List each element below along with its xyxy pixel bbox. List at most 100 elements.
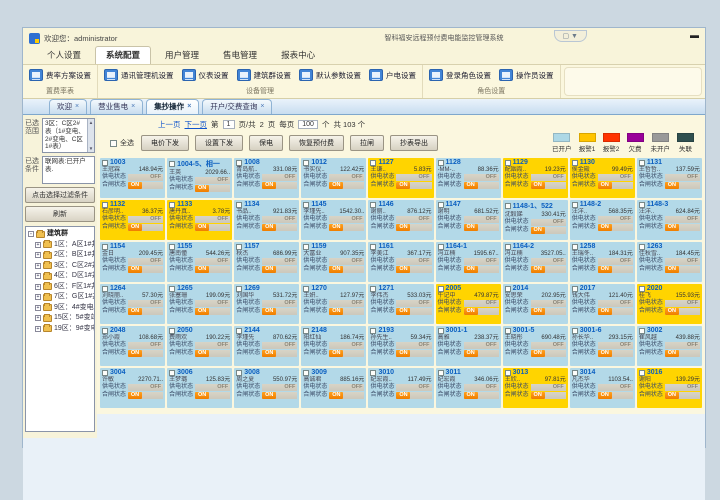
expand-icon[interactable]: + [35, 241, 41, 248]
meter-card[interactable]: 1271 李伟杰 533.03元 供电状态 OFF [368, 284, 434, 324]
meter-card[interactable]: 2193 孙先生.. 59.34元 供电状态 OFF [368, 326, 434, 366]
card-checkbox[interactable] [102, 369, 108, 376]
card-checkbox[interactable] [236, 369, 243, 376]
card-checkbox[interactable] [303, 201, 310, 208]
menu-tab[interactable]: 售电管理 [223, 50, 258, 60]
meter-card[interactable]: 1164-1 冯立楠 1595.67.. 供电状态 OFF [435, 242, 501, 282]
window-style-switcher[interactable]: ▢ ▼ [553, 30, 587, 42]
card-checkbox[interactable] [437, 369, 444, 376]
card-checkbox[interactable] [370, 201, 377, 208]
toolbar-button[interactable]: 抄表导出 [390, 135, 438, 151]
meter-card[interactable]: 1012 书实仪.. 122.42元 供电状态 OFF [301, 158, 367, 198]
card-checkbox[interactable] [102, 243, 108, 250]
card-checkbox[interactable] [236, 159, 243, 166]
meter-card[interactable]: 1263 佳秋雪.. 184.45元 供电状态 OFF [636, 242, 702, 282]
tree-item[interactable]: + 2区：B区1#井/B区1 [35, 250, 94, 259]
meter-card[interactable]: 1148-2 汪洋.. 568.35元 供电状态 OFF [569, 200, 635, 240]
selected-condition-listbox[interactable]: 联网表:已开户表. [42, 156, 95, 185]
document-tab[interactable]: 营业售电 × [90, 99, 144, 114]
card-checkbox[interactable] [169, 243, 176, 250]
meter-card[interactable]: 1147 谢明 681.52元 供电状态 OFF [435, 200, 501, 240]
select-all-checkbox[interactable] [110, 139, 117, 147]
meter-card[interactable]: 3009 高诚君 885.16元 供电状态 OFF [301, 368, 367, 408]
card-checkbox[interactable] [169, 285, 176, 292]
card-checkbox[interactable] [236, 285, 243, 292]
card-checkbox[interactable] [437, 243, 444, 250]
document-tab[interactable]: 欢迎 × [49, 99, 88, 114]
card-checkbox[interactable] [102, 327, 108, 334]
card-checkbox[interactable] [571, 327, 578, 334]
collapse-icon[interactable]: - [28, 231, 34, 238]
meter-card[interactable]: 3002 崔风越 439.88元 供电状态 OFF [636, 326, 702, 366]
minimize-button[interactable]: ▬ [690, 30, 699, 40]
card-checkbox[interactable] [571, 285, 578, 292]
expand-icon[interactable]: + [35, 294, 41, 301]
meter-card[interactable]: 3001-6 孙长华.. 293.15元 供电状态 OFF [569, 326, 635, 366]
meter-card[interactable]: 1258 王瑞冬.. 184.31元 供电状态 OFF [569, 242, 635, 282]
meter-card[interactable]: 3001-5 王晓彤 690.48元 供电状态 OFF [502, 326, 568, 366]
meter-card[interactable]: 1146 谢丽.. 876.12元 供电状态 OFF [368, 200, 434, 240]
ribbon-button[interactable]: 通讯管理机设置 [104, 69, 174, 81]
per-page-input[interactable]: 100 [298, 120, 318, 129]
meter-card[interactable]: 3011 纪宏霞 346.06元 供电状态 OFF [435, 368, 501, 408]
meter-card[interactable]: 1133 唐丹真.. 3.78元 供电状态 OFF [167, 200, 233, 240]
meter-card[interactable]: 1130 侯金殿 99.49元 供电状态 OFF [569, 158, 635, 198]
card-checkbox[interactable] [102, 201, 108, 208]
card-checkbox[interactable] [370, 285, 377, 292]
card-checkbox[interactable] [370, 243, 377, 250]
card-checkbox[interactable] [236, 201, 243, 208]
meter-card[interactable]: 3008 周之夏 550.97元 供电状态 OFF [234, 368, 300, 408]
meter-card[interactable]: 1003 王冠霖 148.94元 供电状态 OFF [100, 158, 166, 198]
card-checkbox[interactable] [370, 369, 377, 376]
tree-item[interactable]: + 19区：9#变电站（2 [35, 324, 94, 333]
tree-item[interactable]: + 1区：A区1#井 [35, 240, 95, 249]
meter-card[interactable]: 2005 牛记中 479.87元 供电状态 OFF [435, 284, 501, 324]
meter-card[interactable]: 2020 桂飞 155.93元 供电状态 OFF [636, 284, 702, 324]
toolbar-button[interactable]: 拉闸 [350, 135, 384, 151]
card-checkbox[interactable] [303, 327, 310, 334]
expand-icon[interactable]: + [35, 315, 41, 322]
card-checkbox[interactable] [638, 201, 645, 208]
meter-card[interactable]: 1134 书品.. 921.83元 供电状态 OFF [234, 200, 300, 240]
card-checkbox[interactable] [504, 327, 511, 334]
meter-card[interactable]: 2050 费雨欢 190.22元 供电状态 OFF [167, 326, 233, 366]
card-checkbox[interactable] [303, 285, 310, 292]
meter-card[interactable]: 1264 刘晓丽.. 57.30元 供电状态 OFF [100, 284, 166, 324]
card-checkbox[interactable] [169, 201, 176, 208]
card-checkbox[interactable] [303, 243, 310, 250]
meter-card[interactable]: 1265 张塞珊 199.09元 供电状态 OFF [167, 284, 233, 324]
ribbon-button[interactable]: 登录角色设置 [429, 69, 491, 81]
meter-card[interactable]: 2148 阳红仙 186.74元 供电状态 OFF [301, 326, 367, 366]
card-checkbox[interactable] [638, 327, 645, 334]
card-checkbox[interactable] [102, 285, 108, 292]
meter-card[interactable]: 3014 凡杰华 1103.54.. 供电状态 OFF [569, 368, 635, 408]
ribbon-button[interactable]: 户电设置 [369, 69, 416, 81]
ribbon-button[interactable]: 建筑群设置 [236, 69, 291, 81]
tree-item[interactable]: + 7区：G区1#井 [35, 292, 95, 301]
meter-card[interactable]: 3013 王欣.. 97.81元 供电状态 OFF [502, 368, 568, 408]
card-checkbox[interactable] [571, 201, 578, 208]
tree-item[interactable]: + 15区：5#变站（3# [35, 313, 94, 322]
expand-icon[interactable]: + [35, 325, 41, 332]
toolbar-button[interactable]: 恢复预付费 [289, 135, 344, 151]
meter-card[interactable]: 3016 谢阳 139.29元 供电状态 OFF [636, 368, 702, 408]
meter-card[interactable]: 2014 安思荣 202.95元 供电状态 OFF [502, 284, 568, 324]
card-checkbox[interactable] [303, 369, 310, 376]
card-checkbox[interactable] [638, 243, 645, 250]
tab-close-icon[interactable]: × [260, 103, 265, 110]
document-tab[interactable]: 集抄操作 × [146, 99, 200, 114]
ribbon-button[interactable]: 默认参数设置 [299, 69, 361, 81]
tree-item[interactable]: + 6区：F区1#井（F区 [35, 282, 94, 291]
scroll-up-icon[interactable]: ▲ [88, 120, 94, 125]
toolbar-button[interactable]: 电价下发 [141, 135, 189, 151]
expand-icon[interactable]: + [35, 304, 41, 311]
card-checkbox[interactable] [437, 285, 444, 292]
meter-card[interactable]: 1161 李美江 367.17元 供电状态 OFF [368, 242, 434, 282]
meter-card[interactable]: 1154 金日 209.45元 供电状态 OFF [100, 242, 166, 282]
tab-close-icon[interactable]: × [75, 103, 80, 110]
meter-card[interactable]: 1148-3 汪洋.. 624.84元 供电状态 OFF [636, 200, 702, 240]
document-tab[interactable]: 开户/交费查询 × [202, 99, 273, 114]
meter-card[interactable]: 1155 唐南僮 544.26元 供电状态 OFF [167, 242, 233, 282]
meter-card[interactable]: 1004-5、相一 王英 2029.66.. 供电状态 OFF [167, 158, 233, 198]
ribbon-button[interactable]: 仪表设置 [181, 69, 229, 81]
